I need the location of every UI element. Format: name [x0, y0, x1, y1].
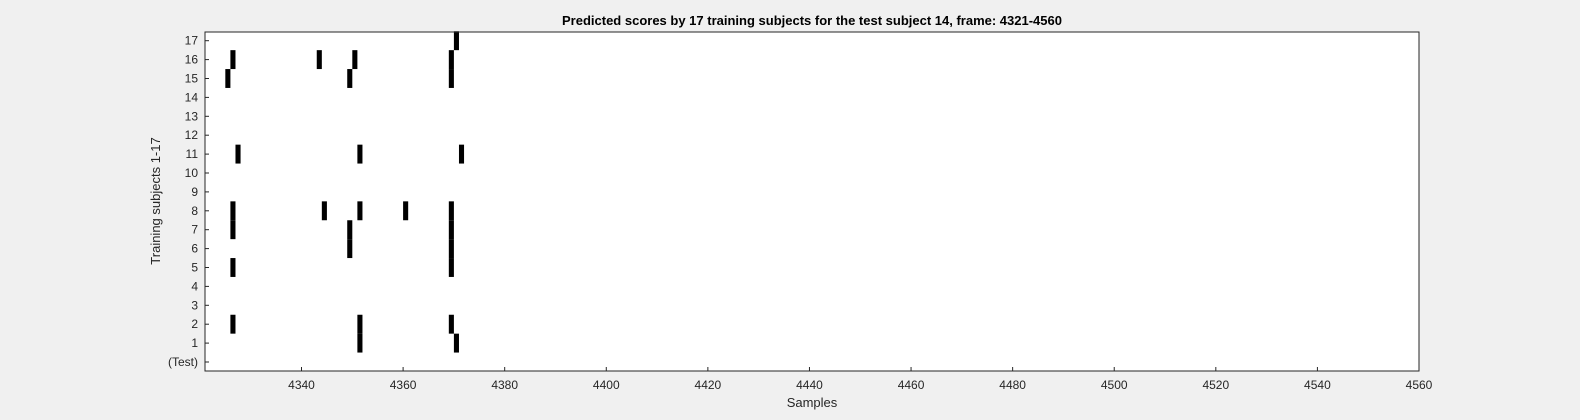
score-mark — [230, 50, 236, 70]
score-mark — [448, 50, 454, 70]
score-mark — [352, 50, 358, 70]
y-axis-label: Training subjects 1-17 — [148, 137, 163, 264]
score-mark — [225, 69, 231, 88]
score-mark — [453, 333, 459, 353]
x-tick-label: 4560 — [1406, 378, 1433, 392]
y-tick-label: 12 — [185, 128, 199, 142]
y-tick-label: 1 — [191, 336, 198, 350]
score-mark — [230, 220, 236, 240]
plot-frame — [204, 31, 1420, 372]
y-tick-label: 13 — [185, 109, 199, 123]
score-mark — [321, 201, 327, 221]
y-tick-label: 2 — [191, 317, 198, 331]
x-tick-label: 4420 — [695, 378, 722, 392]
score-mark — [230, 314, 236, 334]
chart-title: Predicted scores by 17 training subjects… — [562, 13, 1062, 28]
score-mark — [448, 69, 454, 88]
score-mark — [448, 239, 454, 259]
y-tick-label: 7 — [191, 223, 198, 237]
score-mark — [316, 50, 322, 70]
score-mark — [448, 220, 454, 240]
score-mark — [357, 144, 363, 164]
y-tick-label: 14 — [185, 90, 199, 104]
y-tick-label: (Test) — [168, 355, 198, 369]
x-axis-label: Samples — [787, 395, 838, 410]
y-tick-label: 6 — [191, 242, 198, 256]
score-mark — [448, 258, 454, 277]
y-tick-label: 11 — [186, 147, 199, 161]
y-tick-label: 4 — [191, 279, 198, 293]
plot-area — [205, 32, 1419, 371]
y-tick-label: 10 — [185, 166, 199, 180]
score-mark — [347, 239, 353, 259]
score-mark — [448, 314, 454, 334]
x-tick-label: 4380 — [491, 378, 518, 392]
score-mark — [357, 201, 363, 221]
score-mark — [235, 144, 241, 164]
y-tick-label: 3 — [191, 298, 198, 312]
x-tick-label: 4360 — [390, 378, 417, 392]
y-tick-label: 9 — [191, 185, 198, 199]
x-tick-label: 4340 — [288, 378, 315, 392]
score-mark — [357, 314, 363, 334]
x-tick-label: 4480 — [999, 378, 1026, 392]
score-mark — [230, 258, 236, 277]
score-mark — [347, 69, 353, 88]
score-mark — [453, 31, 459, 51]
y-tick-label: 17 — [185, 34, 199, 48]
x-tick-label: 4520 — [1202, 378, 1229, 392]
x-tick-label: 4500 — [1101, 378, 1128, 392]
score-mark — [230, 201, 236, 221]
score-mark — [347, 220, 353, 240]
y-tick-label: 8 — [191, 204, 198, 218]
x-tick-label: 4460 — [898, 378, 925, 392]
score-mark — [357, 333, 363, 353]
y-tick-label: 5 — [191, 261, 198, 275]
score-marks — [225, 31, 465, 353]
score-mark — [458, 144, 465, 164]
x-tick-label: 4540 — [1304, 378, 1331, 392]
y-tick-label: 15 — [185, 72, 199, 86]
score-mark — [403, 201, 409, 221]
x-tick-label: 4400 — [593, 378, 620, 392]
x-tick-label: 4440 — [796, 378, 823, 392]
score-mark — [448, 201, 454, 221]
y-tick-label: 16 — [185, 53, 199, 67]
x-axis: 4340 4360 4380 4400 4420 4440 4460 4480 4500 4520… — [288, 367, 1433, 392]
